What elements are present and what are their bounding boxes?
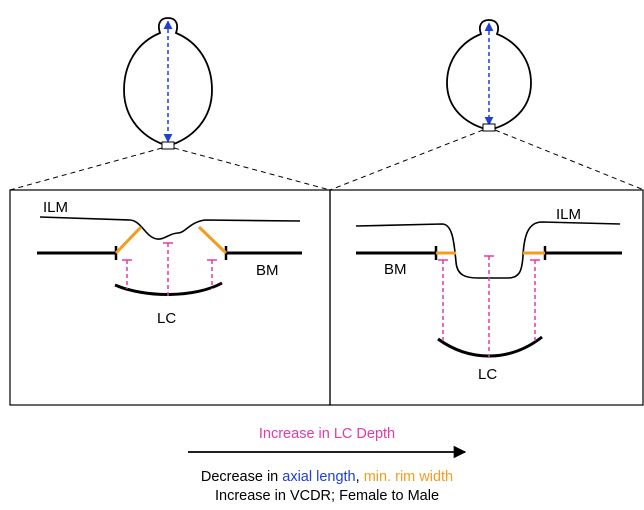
zoom-line-right-2: [494, 129, 644, 191]
right-ilm-line: [355, 221, 621, 279]
caption-decrease-prefix: Decrease in: [201, 469, 282, 485]
panel-frame: [9, 189, 644, 406]
right-optic-nerve-box: [482, 123, 496, 132]
left-ilm-label: ILM: [43, 199, 68, 216]
right-panel-content: ILM BM LC: [355, 206, 622, 383]
right-lc-label: LC: [478, 366, 497, 383]
right-eyeball: [446, 19, 532, 132]
caption-separator: ,: [356, 469, 364, 485]
caption-min-rim-width: min. rim width: [364, 469, 453, 485]
zoom-line-left-1: [9, 147, 163, 191]
right-lc-depth-lines: [438, 255, 540, 357]
left-eyeball: [123, 17, 213, 150]
left-lc-depth-lines: [122, 242, 217, 297]
caption-axial-length: axial length: [282, 469, 355, 485]
right-ilm-label: ILM: [556, 206, 581, 223]
zoom-line-left-2: [173, 147, 331, 191]
left-optic-nerve-box: [161, 141, 175, 150]
right-lc-curve: [437, 335, 543, 358]
left-panel-content: ILM BM LC: [37, 199, 302, 327]
left-lc-curve: [114, 281, 223, 296]
caption: Increase in LC Depth Decrease in axial l…: [188, 426, 467, 504]
zoom-lines: [9, 129, 644, 191]
right-panel: [329, 189, 644, 406]
zoom-line-right-1: [329, 129, 484, 191]
left-panel: [9, 189, 331, 406]
left-bm-label: BM: [256, 262, 279, 279]
caption-line-2: Decrease in axial length, min. rim width: [201, 469, 453, 485]
left-lc-label: LC: [157, 310, 176, 327]
left-rim-width-left: [114, 225, 143, 255]
left-ilm-line: [39, 216, 301, 240]
caption-lc-depth: Increase in LC Depth: [259, 426, 395, 442]
left-rim-width-right: [197, 225, 228, 255]
right-bm-label: BM: [384, 261, 407, 278]
caption-line-3: Increase in VCDR; Female to Male: [215, 488, 439, 504]
